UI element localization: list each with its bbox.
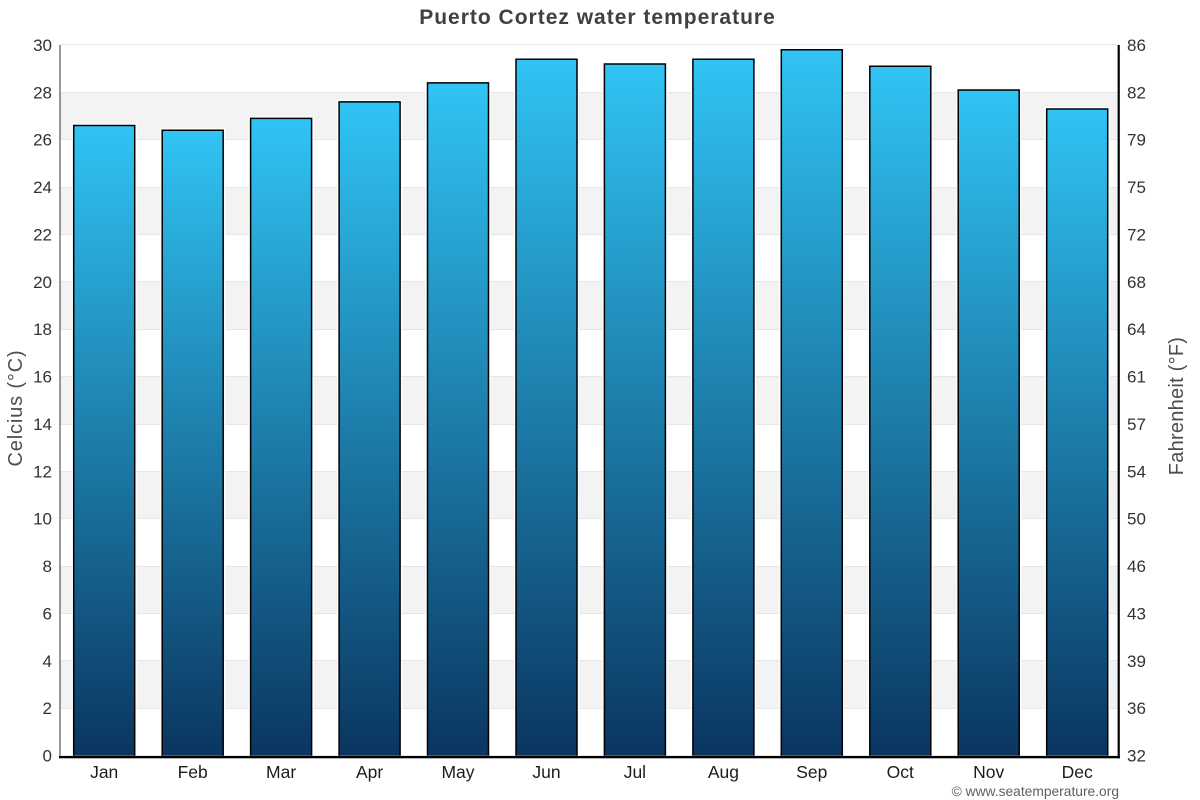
svg-text:36: 36: [1127, 699, 1146, 718]
svg-text:Celcius (°C): Celcius (°C): [5, 349, 27, 466]
svg-text:May: May: [441, 762, 474, 782]
svg-text:12: 12: [33, 462, 52, 481]
svg-text:Feb: Feb: [178, 762, 208, 782]
svg-text:72: 72: [1127, 225, 1146, 244]
svg-text:50: 50: [1127, 510, 1146, 529]
svg-text:43: 43: [1127, 605, 1146, 624]
svg-text:20: 20: [33, 273, 52, 292]
svg-text:Aug: Aug: [708, 762, 739, 782]
svg-text:82: 82: [1127, 83, 1146, 102]
svg-text:64: 64: [1127, 320, 1146, 339]
svg-text:28: 28: [33, 83, 52, 102]
svg-text:24: 24: [33, 178, 52, 197]
svg-text:Oct: Oct: [887, 762, 914, 782]
svg-text:68: 68: [1127, 273, 1146, 292]
svg-text:Jun: Jun: [532, 762, 560, 782]
svg-text:Apr: Apr: [356, 762, 383, 782]
svg-text:32: 32: [1127, 747, 1146, 766]
svg-text:Mar: Mar: [266, 762, 296, 782]
svg-text:10: 10: [33, 510, 52, 529]
svg-text:Jul: Jul: [624, 762, 646, 782]
svg-text:4: 4: [43, 652, 52, 671]
svg-text:22: 22: [33, 225, 52, 244]
svg-text:Fahrenheit (°F): Fahrenheit (°F): [1166, 337, 1188, 475]
svg-text:86: 86: [1127, 36, 1146, 55]
svg-text:Jan: Jan: [90, 762, 118, 782]
svg-text:© www.seatemperature.org: © www.seatemperature.org: [952, 784, 1119, 799]
svg-text:16: 16: [33, 368, 52, 387]
svg-text:75: 75: [1127, 178, 1146, 197]
svg-text:30: 30: [33, 36, 52, 55]
svg-text:18: 18: [33, 320, 52, 339]
svg-text:39: 39: [1127, 652, 1146, 671]
svg-text:57: 57: [1127, 415, 1146, 434]
svg-text:Dec: Dec: [1062, 762, 1093, 782]
svg-text:14: 14: [33, 415, 52, 434]
svg-text:Nov: Nov: [973, 762, 1004, 782]
svg-text:2: 2: [43, 699, 52, 718]
svg-text:54: 54: [1127, 462, 1146, 481]
svg-text:26: 26: [33, 131, 52, 150]
svg-text:46: 46: [1127, 557, 1146, 576]
svg-text:61: 61: [1127, 368, 1146, 387]
svg-text:0: 0: [43, 747, 52, 766]
svg-text:6: 6: [43, 605, 52, 624]
svg-text:79: 79: [1127, 131, 1146, 150]
svg-text:Sep: Sep: [796, 762, 827, 782]
svg-text:Puerto Cortez water temperatur: Puerto Cortez water temperature: [419, 6, 776, 29]
svg-text:8: 8: [43, 557, 52, 576]
